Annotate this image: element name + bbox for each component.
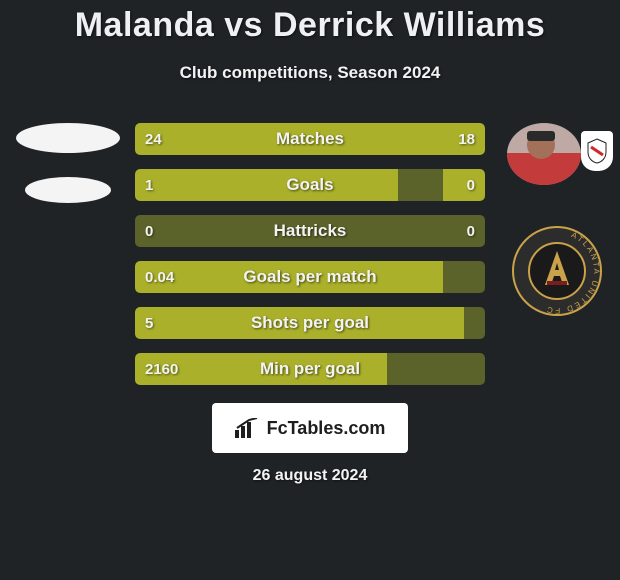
stat-label: Min per goal [260,359,360,379]
stat-row: 2160 Min per goal [135,353,485,385]
stat-row: 1 Goals 0 [135,169,485,201]
stat-value-right: 0 [467,177,475,194]
logo-icon [235,418,261,438]
stat-value-left: 0.04 [145,269,174,286]
stat-row: 5 Shots per goal [135,307,485,339]
stat-label: Goals per match [243,267,376,287]
stat-value-left: 5 [145,315,153,332]
stat-value-right: 0 [467,223,475,240]
stat-value-left: 2160 [145,361,178,378]
stat-value-left: 0 [145,223,153,240]
mini-club-badge-icon [581,131,613,171]
club-badge-icon: ATLANTA UNITED FC [511,225,603,317]
page-title: Malanda vs Derrick Williams [0,0,620,45]
site-label: FcTables.com [267,418,386,439]
left-player-column [8,123,128,203]
stat-label: Shots per goal [251,313,369,333]
stat-value-left: 1 [145,177,153,194]
stat-value-right: 18 [458,131,475,148]
club-placeholder-icon [25,177,111,203]
stat-label: Hattricks [274,221,347,241]
site-badge: FcTables.com [212,403,408,453]
page-subtitle: Club competitions, Season 2024 [0,63,620,83]
right-player-column: ATLANTA UNITED FC [502,123,612,317]
stat-row: 0 Hattricks 0 [135,215,485,247]
stat-row: 0.04 Goals per match [135,261,485,293]
date-label: 26 august 2024 [0,467,620,485]
bar-fill-left [135,169,398,201]
stat-label: Matches [276,129,344,149]
stat-value-left: 24 [145,131,162,148]
comparison-panel: ATLANTA UNITED FC 24 Matches 18 1 Goals 0 0 Hat… [0,123,620,385]
player-avatar-icon [507,123,607,185]
bar-fill-right [443,169,485,201]
stat-label: Goals [286,175,333,195]
player-placeholder-icon [16,123,120,153]
stat-row: 24 Matches 18 [135,123,485,155]
stat-bars: 24 Matches 18 1 Goals 0 0 Hattricks 0 0.04 Goals p… [135,123,485,385]
